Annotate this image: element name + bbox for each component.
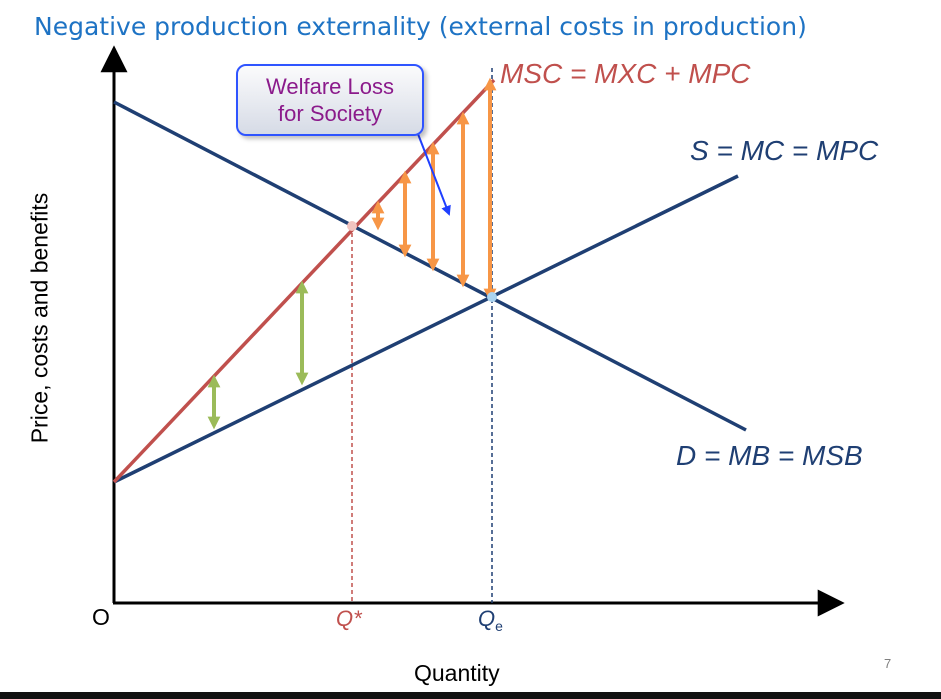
msc-curve	[112, 78, 496, 484]
q-e-label: Qe	[478, 606, 503, 634]
q-star-label: Q*	[336, 606, 362, 631]
supply-curve	[113, 174, 739, 484]
msc-label: MSC = MXC + MPC	[500, 58, 751, 89]
social-optimum-point	[347, 221, 357, 231]
callout-line-1: Welfare Loss	[266, 74, 394, 99]
callout-line-2: for Society	[278, 101, 382, 126]
page-title: Negative production externality (externa…	[34, 12, 807, 41]
origin-label: O	[92, 604, 110, 630]
welfare-loss-callout: Welfare Loss for Society	[236, 64, 424, 136]
demand-label: D = MB = MSB	[676, 440, 863, 471]
q-e-subscript: e	[495, 618, 503, 634]
callout-pointer	[417, 133, 451, 216]
supply-label: S = MC = MPC	[690, 135, 879, 166]
market-equilibrium-point	[487, 292, 497, 302]
page-number: 7	[884, 656, 892, 671]
x-axis-label: Quantity	[414, 660, 500, 686]
q-e-letter: Q	[478, 606, 496, 631]
y-axis-label: Price, costs and benefits	[26, 192, 53, 444]
bottom-bar	[0, 692, 941, 699]
